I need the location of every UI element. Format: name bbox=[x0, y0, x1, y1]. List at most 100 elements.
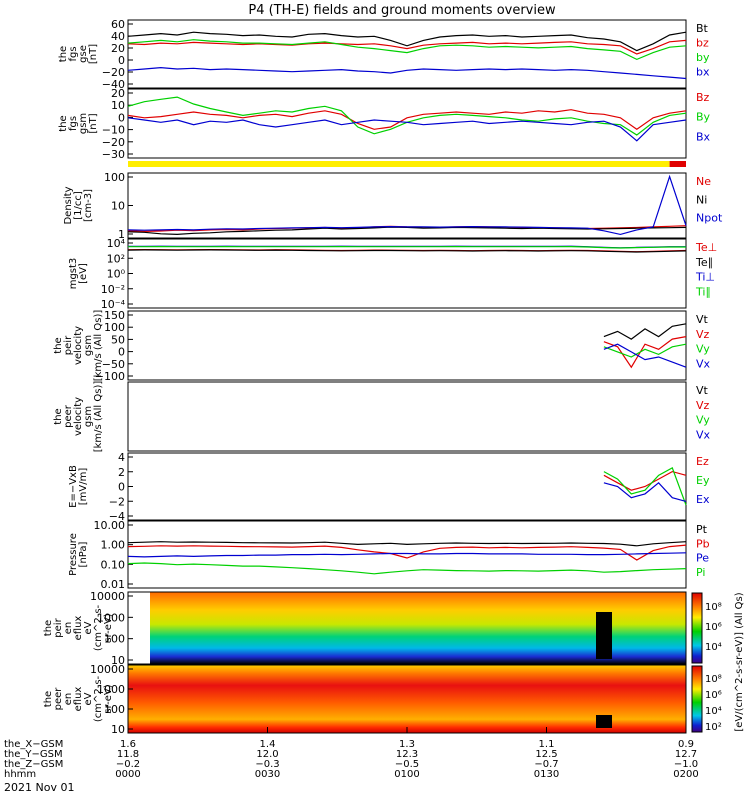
x-tick-label: 1.6 bbox=[120, 739, 136, 750]
y-axis-label: [nT] bbox=[88, 113, 99, 133]
x-tick-label: 12.0 bbox=[256, 749, 278, 760]
y-axis-label: the bbox=[53, 337, 64, 353]
spectrogram-gap bbox=[128, 592, 150, 664]
y-tick-label: 10⁻⁴ bbox=[101, 298, 126, 311]
series-line-Te∥ bbox=[127, 249, 687, 253]
y-axis-label: [km/s (All Qs)] bbox=[93, 381, 104, 453]
series-line-Npot bbox=[127, 174, 687, 236]
x-tick-label: 1.3 bbox=[399, 739, 415, 750]
legend-Vx: Vx bbox=[696, 357, 711, 370]
x-axis-labels: the_X−GSMthe_Y−GSMthe_Z−GSMhhmm1.611.8−0… bbox=[4, 727, 699, 780]
y-tick-label: 60 bbox=[111, 18, 125, 31]
y-tick-label: −30 bbox=[102, 148, 125, 161]
y-tick-label: −2 bbox=[109, 495, 125, 508]
y-axis-label: gsm bbox=[83, 335, 94, 356]
y-axis-label: eV bbox=[83, 621, 94, 634]
y-axis-label: fgs bbox=[68, 46, 79, 61]
x-row-label: the_Y−GSM bbox=[4, 749, 63, 760]
legend-Bt: Bt bbox=[696, 22, 709, 35]
x-tick-label: 12.5 bbox=[535, 749, 557, 760]
y-axis-label: peir bbox=[63, 335, 74, 355]
legend-bz: bz bbox=[696, 37, 709, 50]
series-line-Bz bbox=[127, 109, 687, 131]
y-tick-label: 100 bbox=[104, 633, 125, 646]
series-line-By bbox=[127, 96, 687, 136]
y-axis-label: [km/s (All Qs)] bbox=[93, 310, 104, 382]
series-line-Ex bbox=[603, 481, 687, 502]
series-line-Pe bbox=[127, 552, 687, 558]
panel-frame bbox=[127, 520, 687, 589]
x-tick-label: 1.1 bbox=[539, 739, 555, 750]
y-tick-label: 100 bbox=[104, 703, 125, 716]
y-axis-label: mgst3 bbox=[68, 258, 79, 290]
panel-peir_en_eflux: 10000 1000 100 10 the peir en eflux eV (cm^2-s-sr… bbox=[43, 590, 687, 667]
y-tick-label: 10⁴ bbox=[107, 237, 126, 250]
panel-density: 100 10 1 Density [1/cc] [cm-3] Ne Ni Npot bbox=[63, 171, 723, 241]
y-axis-label: en bbox=[63, 693, 74, 706]
y-tick-label: 10.00 bbox=[94, 519, 126, 532]
x-tick-label: −0.5 bbox=[395, 759, 419, 770]
y-tick-label: −100 bbox=[95, 370, 125, 383]
series-line-Vz bbox=[603, 336, 687, 369]
x-tick-label: 0.9 bbox=[678, 739, 694, 750]
y-tick-label: 100 bbox=[104, 171, 125, 184]
x-tick-label: 11.8 bbox=[117, 749, 139, 760]
series-line-Bt bbox=[127, 31, 687, 52]
y-axis-label: [cm-3] bbox=[83, 189, 94, 222]
panel-frame bbox=[127, 591, 687, 665]
y-axis-label: peer bbox=[63, 404, 74, 428]
legend-Ne: Ne bbox=[696, 175, 711, 188]
y-axis-label: sr-eV) bbox=[103, 613, 114, 642]
spectrogram-fill bbox=[128, 665, 686, 733]
y-tick-label: 0.01 bbox=[101, 578, 126, 591]
y-axis-label: gsm bbox=[78, 113, 89, 134]
colorbar-label: [eV/(cm^2-s-sr-eV)] (All Qs) bbox=[734, 592, 745, 731]
legend-Vt: Vt bbox=[696, 384, 709, 397]
x-tick-label: −0.3 bbox=[255, 759, 279, 770]
series-line-Ti∥ bbox=[128, 245, 686, 249]
legend-Vt: Vt bbox=[696, 313, 709, 326]
x-tick-label: 12.7 bbox=[675, 749, 697, 760]
legend-Vy: Vy bbox=[696, 343, 710, 356]
y-tick-label: 100 bbox=[104, 321, 125, 334]
x-row-label: the_Z−GSM bbox=[4, 759, 63, 770]
legend-Ex: Ex bbox=[696, 493, 710, 506]
mode-bar-burst bbox=[669, 161, 686, 167]
y-tick-label: 1000 bbox=[97, 611, 125, 624]
y-axis-label: gse bbox=[78, 45, 89, 63]
y-tick-label: 10 bbox=[111, 723, 125, 736]
y-tick-label: −20 bbox=[102, 66, 125, 79]
y-tick-label: 0.10 bbox=[101, 558, 126, 571]
panel-e_field: 4 2 0−2 −4 E=−VxB [mV/m] Ez Ey Ex bbox=[68, 451, 710, 523]
x-tick-label: 0130 bbox=[534, 769, 559, 780]
x-tick-label: 1.4 bbox=[260, 739, 276, 750]
y-axis-label: velocity bbox=[73, 326, 84, 365]
y-tick-label: 40 bbox=[111, 30, 125, 43]
y-axis-label: the bbox=[43, 691, 54, 707]
y-axis-label: velocity bbox=[73, 397, 84, 436]
y-axis-label: E=−VxB bbox=[68, 465, 79, 508]
y-tick-label: −20 bbox=[102, 136, 125, 149]
y-axis-label: peir bbox=[53, 617, 64, 637]
colorbar-tick: 10² bbox=[705, 722, 722, 733]
y-axis-label: (cm^2-s- bbox=[93, 604, 104, 651]
colorbar-lower bbox=[691, 665, 703, 733]
colorbar-tick: 10⁴ bbox=[705, 706, 722, 717]
y-axis-label: the bbox=[58, 115, 69, 131]
y-axis-label: the bbox=[43, 620, 54, 636]
panel-frame bbox=[127, 452, 687, 521]
y-tick-label: 1.00 bbox=[101, 539, 126, 552]
legend-Ti∥: Ti∥ bbox=[695, 285, 711, 298]
y-axis-label: [eV] bbox=[78, 263, 89, 284]
panel-frame bbox=[127, 310, 687, 381]
y-axis-label: [nPa] bbox=[78, 541, 89, 567]
date-label: 2021 Nov 01 bbox=[4, 781, 74, 794]
legend-Vy: Vy bbox=[696, 414, 710, 427]
y-axis-label: [1/cc] bbox=[73, 191, 84, 220]
y-tick-label: 10⁰ bbox=[107, 268, 126, 281]
y-axis-label: gsm bbox=[83, 406, 94, 427]
y-tick-label: 150 bbox=[104, 309, 125, 322]
